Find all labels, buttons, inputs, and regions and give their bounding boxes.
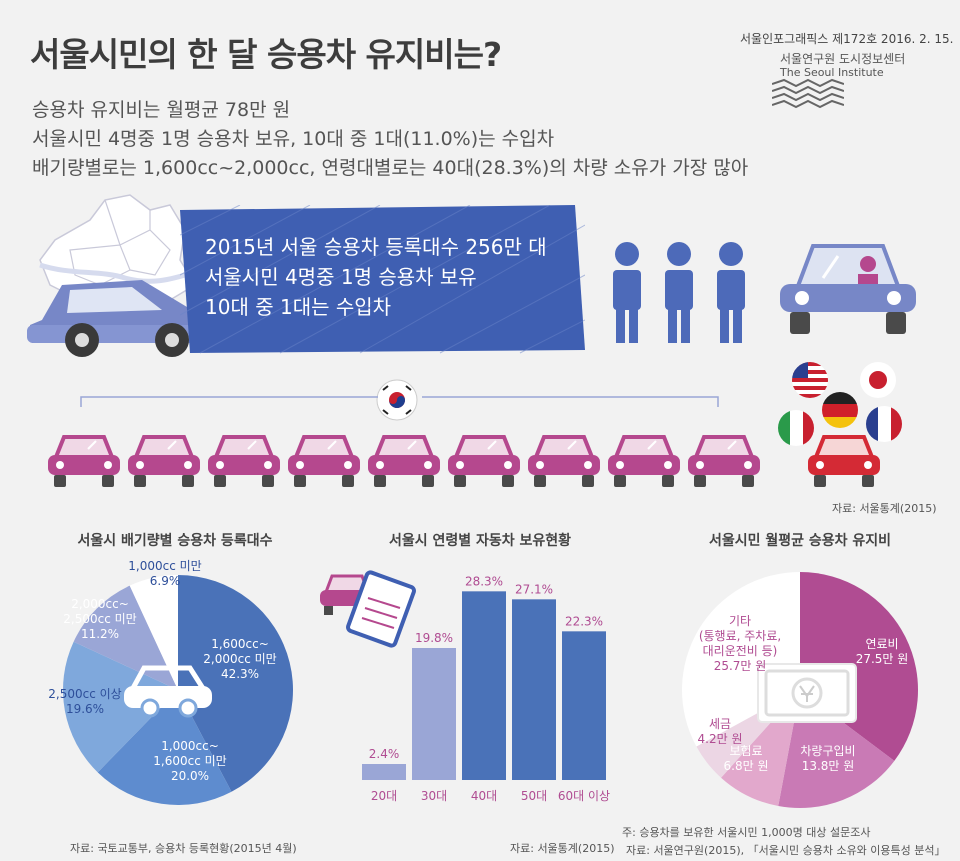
pie-slice — [800, 572, 918, 761]
bracket-line — [80, 396, 719, 407]
institute-name: 서울연구원 도시정보센터 — [780, 52, 906, 66]
bar-category-label: 30대 — [421, 789, 447, 803]
bar-value-label: 19.8% — [415, 631, 453, 645]
bar-category-label: 20대 — [371, 789, 397, 803]
slice-label: 1,000cc~ 1,600cc 미만 20.0% — [153, 739, 226, 783]
pie-slice — [97, 690, 232, 805]
age-bar-chart: 2.4% 20대 19.8% 30대 28.3% 40대 27.1% 50대 22.3% 60대 … — [320, 570, 610, 803]
bar-category-label: 50대 — [521, 789, 547, 803]
bar — [412, 648, 456, 780]
institute-name-en: The Seoul Institute — [780, 66, 884, 79]
banner-line: 10대 중 1대는 수입차 — [205, 295, 392, 319]
slice-label: 기타 (통행료, 주차료, 대리운전비 등) 25.7만 원 — [699, 614, 781, 673]
france-flag-icon — [866, 406, 902, 442]
slice-label: 1,600cc~ 2,000cc 미만 42.3% — [203, 637, 276, 681]
japan-flag-icon — [860, 362, 896, 398]
source-age: 자료: 서울통계(2015) — [510, 842, 615, 855]
cost-source: 자료: 서울연구원(2015), 「서울시민 승용차 소유와 이용특성 분석」 — [626, 844, 946, 857]
subtitle-line: 승용차 유지비는 월평균 78만 원 — [32, 99, 291, 121]
big-car-illustration — [27, 280, 212, 357]
banner-line: 서울시민 4명중 1명 승용차 보유 — [205, 265, 477, 289]
source-displacement: 자료: 국토교통부, 승용차 등록현황(2015년 4월) — [70, 842, 297, 855]
germany-flag-icon — [822, 392, 858, 428]
car-icon — [124, 665, 212, 718]
banner-background — [180, 205, 585, 354]
bar-category-label: 60대 이상 — [558, 789, 610, 803]
chart-title-age: 서울시 연령별 자동차 보유현황 — [388, 533, 572, 549]
banknote-icon — [757, 663, 857, 723]
slice-label: 2,000cc~ 2,500cc 미만 11.2% — [63, 597, 136, 641]
institute-logo — [772, 78, 844, 109]
bar-value-label: 27.1% — [515, 582, 553, 596]
bar-value-label: 28.3% — [465, 574, 503, 588]
slice-label: 2,500cc 이상 19.6% — [48, 687, 121, 716]
bar-value-label: 22.3% — [565, 614, 603, 628]
bar — [562, 631, 606, 780]
car-row — [46, 435, 880, 489]
seoul-map-illustration — [39, 194, 197, 306]
subtitle-block: 승용차 유지비는 월평균 78만 원 서울시민 4명중 1명 승용차 보유, 1… — [32, 96, 748, 183]
bar — [512, 599, 556, 780]
pie-slice — [73, 585, 178, 690]
subtitle-line: 배기량별로는 1,600cc~2,000cc, 연령대별로는 40대(28.3%… — [32, 157, 749, 179]
bar-value-label: 2.4% — [369, 747, 400, 761]
pie-slice — [62, 641, 178, 773]
displacement-pie-chart: 1,600cc~ 2,000cc 미만 42.3% 1,000cc~ 1,600cc 미… — [48, 559, 293, 805]
driver-car-icon — [780, 244, 916, 334]
slice-label: 차량구입비 13.8만 원 — [800, 744, 855, 773]
banner-source: 자료: 서울통계(2015) — [832, 502, 937, 515]
chart-title-displacement: 서울시 배기량별 승용차 등록대수 — [77, 533, 273, 549]
banner-line: 2015년 서울 승용차 등록대수 256만 대 — [205, 235, 547, 259]
car-clipboard-icon — [320, 570, 416, 648]
usa-flag-icon — [792, 362, 828, 398]
chart-title-cost: 서울시민 월평균 승용차 유지비 — [708, 533, 892, 549]
subtitle-line: 서울시민 4명중 1명 승용차 보유, 10대 중 1대(11.0%)는 수입차 — [32, 128, 555, 150]
pie-slice — [129, 575, 178, 690]
page-title: 서울시민의 한 달 승용차 유지비는? — [30, 35, 502, 74]
slice-label: 세금 4.2만 원 — [698, 717, 743, 746]
issue-number: 서울인포그래픽스 제172호 2016. 2. 15. — [740, 32, 954, 46]
banner-text: 2015년 서울 승용차 등록대수 256만 대 서울시민 4명중 1명 승용차… — [205, 232, 547, 322]
cost-note: 주: 승용차를 보유한 서울시민 1,000명 대상 설문조사 — [622, 826, 871, 839]
slice-label: 1,000cc 미만 6.9% — [128, 559, 201, 588]
italy-flag-icon — [778, 410, 814, 446]
bar — [362, 764, 406, 780]
pie-slice — [178, 575, 293, 792]
bar-category-label: 40대 — [471, 789, 497, 803]
korea-flag-icon — [376, 379, 418, 421]
slice-label: 연료비 27.5만 원 — [856, 637, 909, 666]
bar — [462, 591, 506, 780]
slice-label: 보험료 6.8만 원 — [724, 744, 769, 773]
people-icons — [613, 242, 745, 343]
